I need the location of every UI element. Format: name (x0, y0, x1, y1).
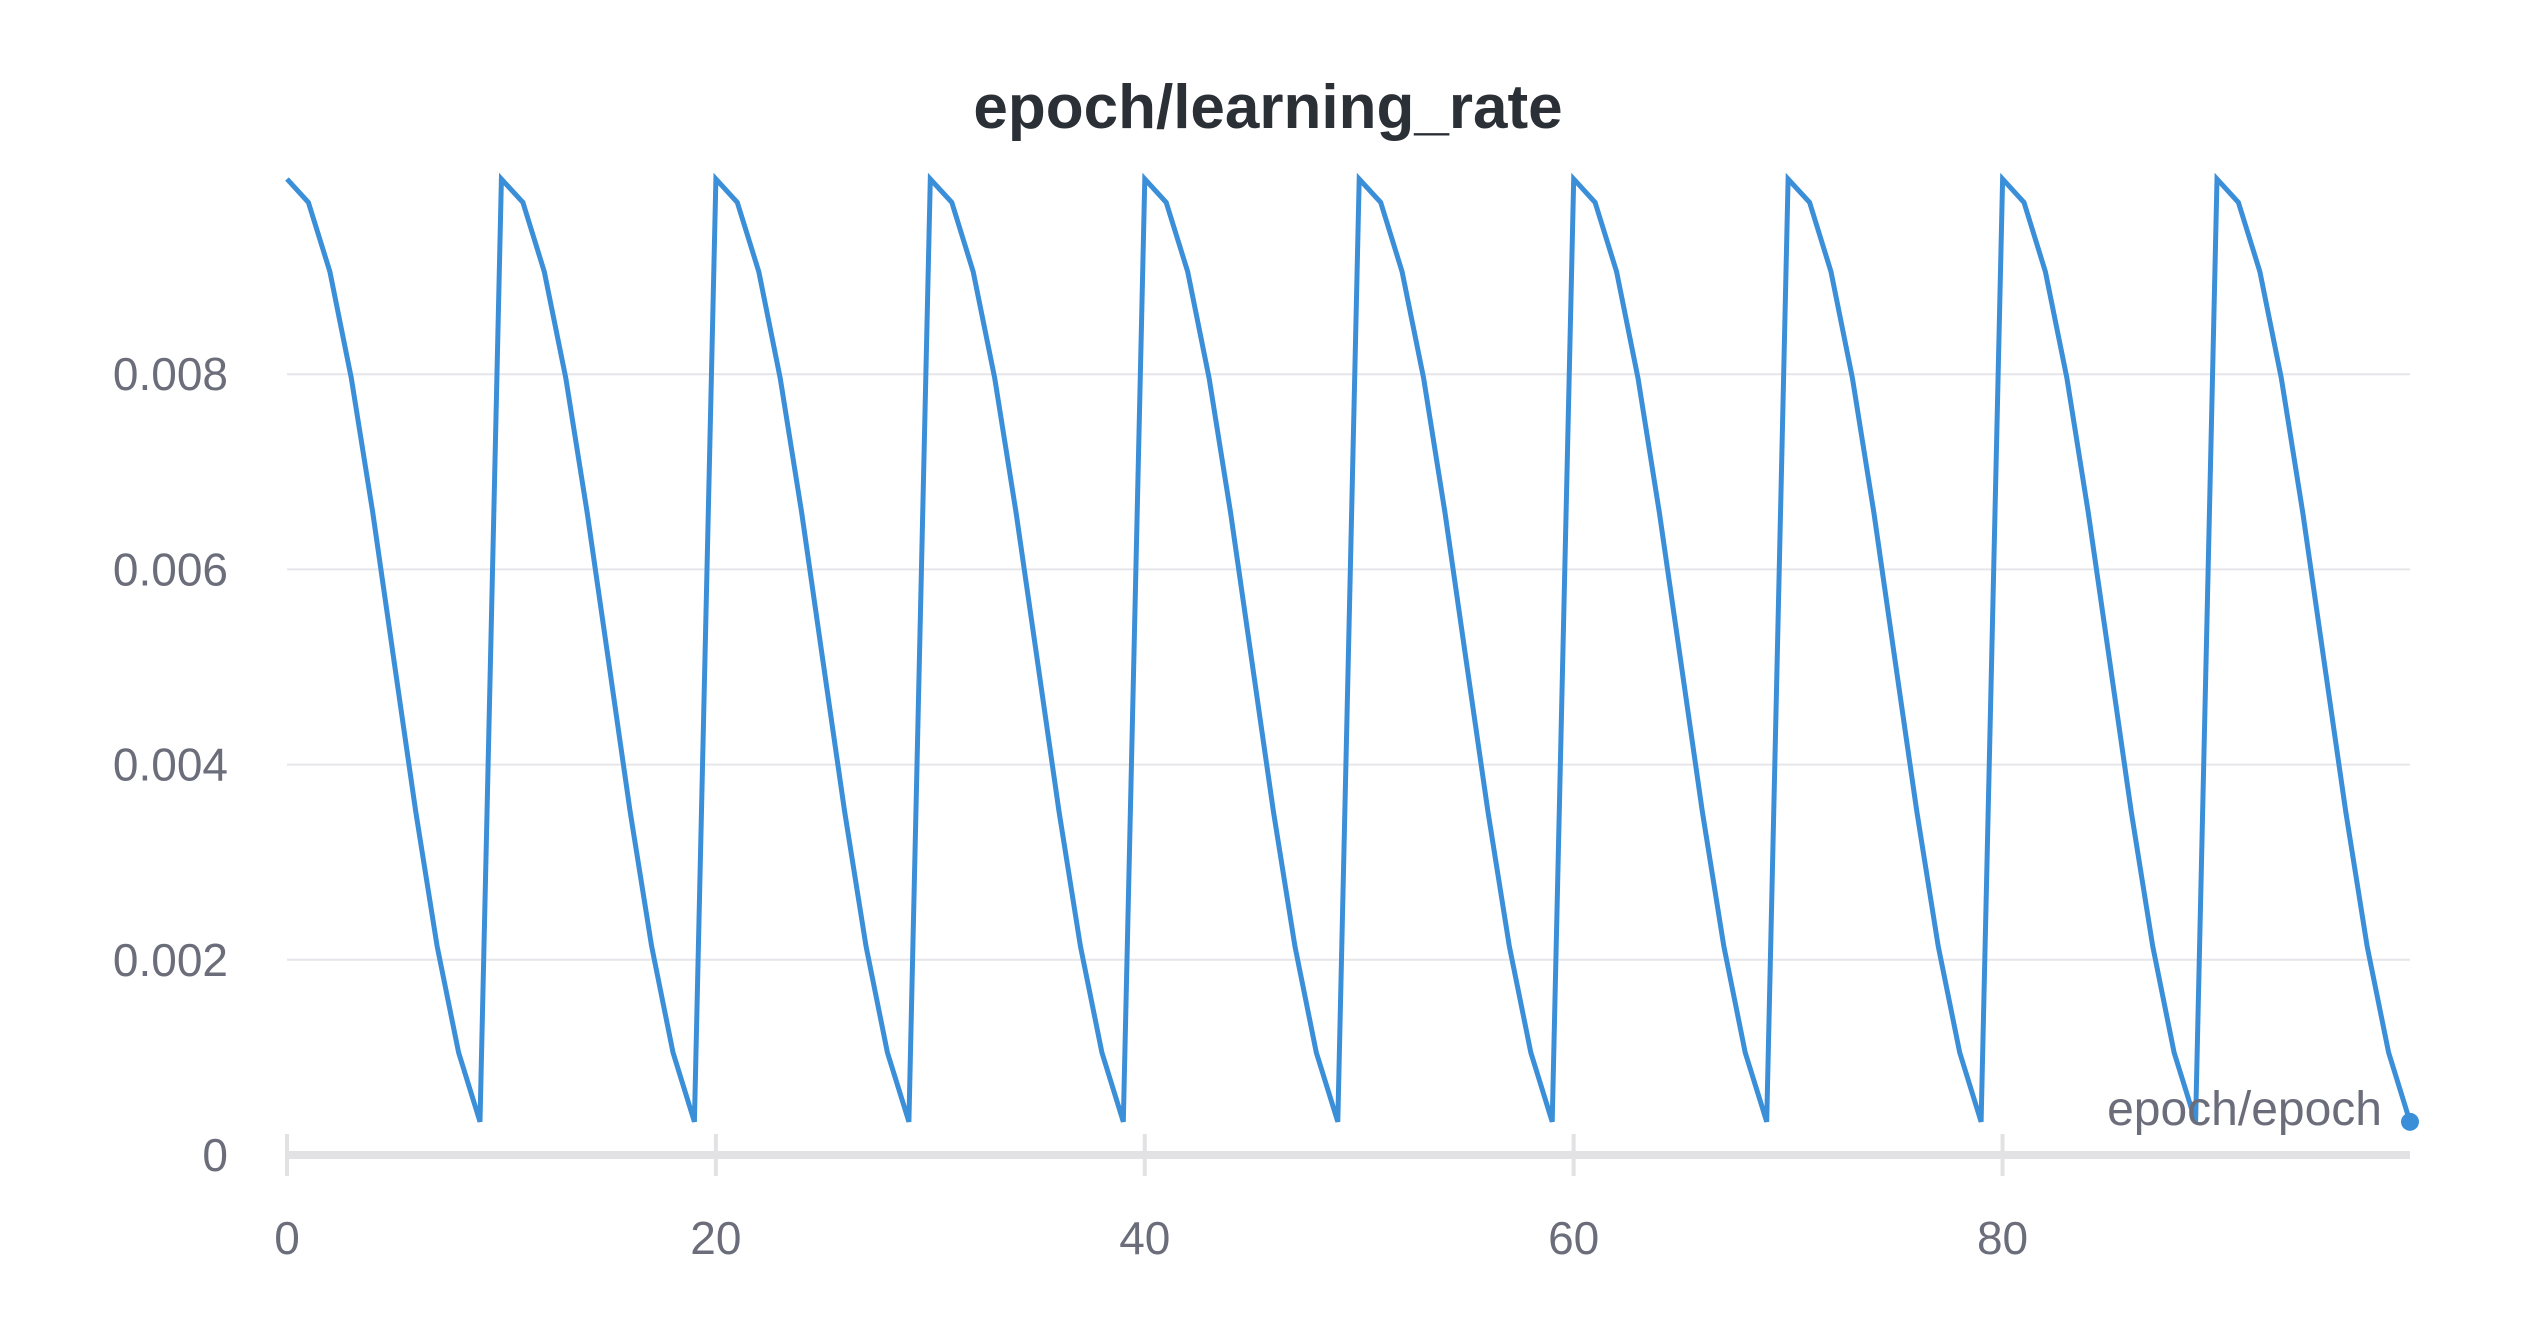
chart-title: epoch/learning_rate (973, 73, 1562, 142)
series-lines (285, 172, 2413, 1123)
y-tick-label: 0.008 (113, 348, 228, 400)
series-line (285, 172, 2413, 1123)
last-point-marker (2401, 1112, 2419, 1131)
x-axis-label: epoch/epoch (2107, 1083, 2382, 1136)
x-tick-label: 20 (690, 1212, 741, 1264)
y-tick-label: 0.002 (113, 934, 228, 986)
x-tick-label: 80 (1977, 1212, 2028, 1264)
y-tick-label: 0.004 (113, 739, 228, 791)
x-tick-label: 0 (274, 1212, 300, 1264)
y-tick-label: 0 (202, 1129, 228, 1181)
y-tick-label: 0.006 (113, 543, 228, 595)
x-axis-ticks: 0 20 40 60 80 (274, 1134, 2028, 1264)
x-tick-label: 60 (1548, 1212, 1599, 1264)
x-tick-label: 40 (1119, 1212, 1170, 1264)
y-axis-ticks: 0 0.002 0.004 0.006 0.008 (113, 348, 228, 1181)
